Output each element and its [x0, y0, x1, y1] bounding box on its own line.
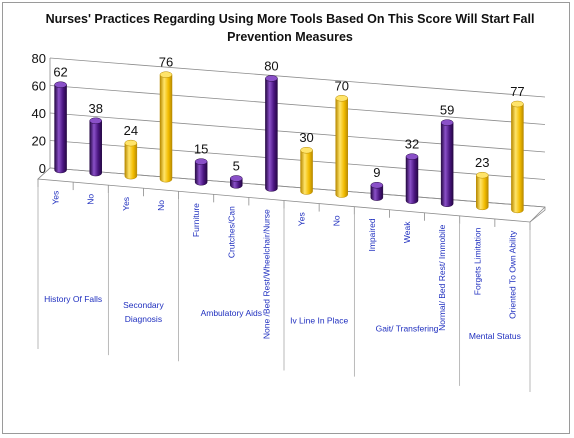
group-label: History Of Falls — [44, 294, 102, 304]
bar — [124, 139, 138, 180]
data-label: 32 — [405, 137, 419, 152]
data-label: 30 — [299, 130, 313, 145]
bar-body — [476, 174, 489, 211]
bar-body — [159, 74, 173, 183]
gridline — [49, 112, 546, 153]
bar — [230, 175, 243, 189]
category-label: Furniture — [191, 203, 201, 237]
chart-frame — [2, 2, 570, 434]
bar-body — [300, 149, 313, 195]
bar-body — [511, 103, 524, 214]
category-label: Oriented To Own Ability — [507, 230, 517, 319]
category-label: No — [86, 194, 96, 205]
bar-top — [440, 119, 454, 126]
data-label: 80 — [264, 58, 278, 73]
chart-title: Nurses' Practices Regarding Using More T… — [45, 12, 535, 44]
data-label: 23 — [475, 155, 489, 170]
chart-bars — [54, 71, 524, 214]
data-label: 76 — [159, 55, 173, 70]
category-label: Normal/ Bed Rest/ Immobile — [437, 224, 447, 331]
group-label: Gait/ Transfering — [376, 323, 439, 333]
bar — [89, 117, 102, 177]
bar — [159, 71, 173, 183]
bar — [265, 75, 278, 192]
data-label: 15 — [194, 142, 208, 157]
data-labels: 62 38 24 76 15 5 80 30 70 9 32 59 23 77 — [53, 55, 524, 181]
bar — [405, 153, 419, 204]
bar-top — [54, 81, 67, 88]
group-label: Secondary — [123, 300, 164, 310]
category-label: Yes — [121, 197, 131, 211]
bar-body — [194, 161, 208, 186]
bar — [335, 95, 348, 198]
bar-top — [159, 71, 173, 78]
category-labels: Yes No Yes No Furniture Crutches/Can None /Bed… — [37, 179, 531, 339]
bar-body — [265, 78, 278, 192]
group-label: Iv Line In Place — [290, 316, 348, 326]
bar-top — [89, 117, 102, 125]
bar-body — [54, 84, 67, 174]
category-label: None /Bed Rest/Wheelchair/Nurse — [261, 209, 271, 339]
category-label: Yes — [51, 191, 61, 205]
bar-top — [476, 171, 489, 179]
y-axis: 0 20 40 60 80 — [32, 51, 46, 176]
bar-top — [300, 146, 313, 154]
category-label: Forgets Limitation — [472, 227, 482, 295]
bar-body — [370, 184, 384, 201]
data-label: 62 — [53, 65, 67, 80]
bar-top — [405, 153, 419, 160]
gridline — [49, 57, 546, 98]
bar-top — [194, 158, 208, 165]
bar — [194, 158, 208, 186]
bar-top — [124, 139, 138, 147]
bar-body — [89, 120, 102, 177]
data-label: 77 — [510, 84, 524, 99]
category-label: No — [332, 215, 342, 226]
y-tick-label: 40 — [32, 106, 46, 121]
chart-floor — [37, 167, 546, 223]
floor-outline — [37, 167, 546, 223]
bar — [54, 81, 67, 174]
bar-top — [511, 100, 524, 108]
group-label: Mental Status — [469, 331, 521, 341]
category-label: Weak — [402, 221, 412, 243]
bar-top — [230, 175, 243, 182]
bar-top — [335, 95, 348, 102]
bar-body — [335, 98, 348, 198]
bar-top — [265, 75, 278, 82]
bar — [511, 100, 524, 214]
group-label: Ambulatory Aids — [201, 308, 262, 318]
data-label: 38 — [88, 101, 102, 116]
group-label: Diagnosis — [125, 314, 162, 324]
group-labels: History Of Falls Secondary Diagnosis Ambula… — [37, 187, 531, 392]
category-label: No — [156, 200, 166, 211]
data-label: 24 — [124, 123, 138, 138]
bar — [440, 119, 454, 208]
floor-right-edge — [529, 206, 546, 223]
y-tick-label: 20 — [32, 134, 46, 149]
data-label: 59 — [440, 103, 454, 118]
bar — [300, 146, 313, 195]
bar-body — [405, 156, 419, 204]
gridline — [49, 85, 546, 125]
bar — [370, 181, 384, 201]
bar — [476, 171, 489, 211]
bar-body — [440, 122, 454, 208]
y-tick-label: 80 — [32, 51, 46, 66]
data-label: 70 — [334, 78, 348, 93]
y-tick-label: 60 — [32, 79, 46, 94]
floor-left-edge — [37, 167, 51, 180]
category-label: Crutches/Can — [226, 206, 236, 258]
bar-top — [370, 181, 384, 189]
bar-body — [124, 142, 138, 180]
category-label: Yes — [297, 212, 307, 226]
data-label: 5 — [233, 158, 240, 173]
y-tick-label: 0 — [39, 161, 46, 176]
category-label: Impaired — [367, 218, 377, 251]
data-label: 9 — [373, 165, 380, 180]
